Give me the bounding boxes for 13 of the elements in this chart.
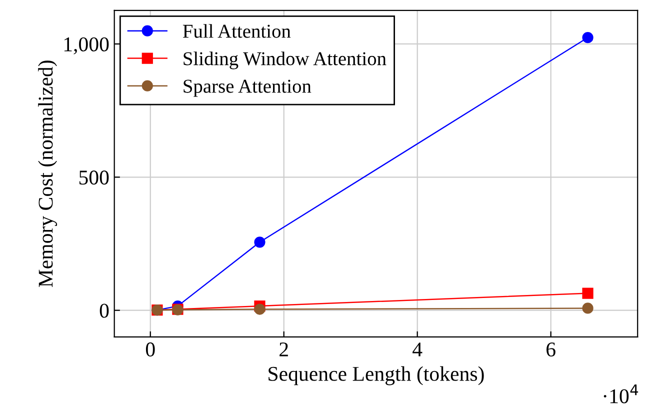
y-tick-label: 0	[100, 304, 109, 318]
y-tick-label: 1,000	[64, 37, 109, 54]
x-tick-label: 6	[546, 342, 556, 356]
legend-label: Full Attention	[182, 24, 291, 38]
x-tick-label: 2	[280, 342, 288, 356]
x-tick-label: 0	[146, 342, 155, 356]
x-axis-title: Sequence Length (tokens)	[268, 366, 484, 386]
y-axis-title: Memory Cost (normalized)	[38, 60, 58, 288]
y-tick-label: 500	[79, 170, 109, 185]
x-tick-label: 4	[412, 342, 422, 356]
text: ·10$^{4}$	[604, 384, 638, 404]
legend-label: Sparse Attention	[184, 80, 312, 97]
legend-label: Sliding Window Attention	[184, 52, 386, 70]
